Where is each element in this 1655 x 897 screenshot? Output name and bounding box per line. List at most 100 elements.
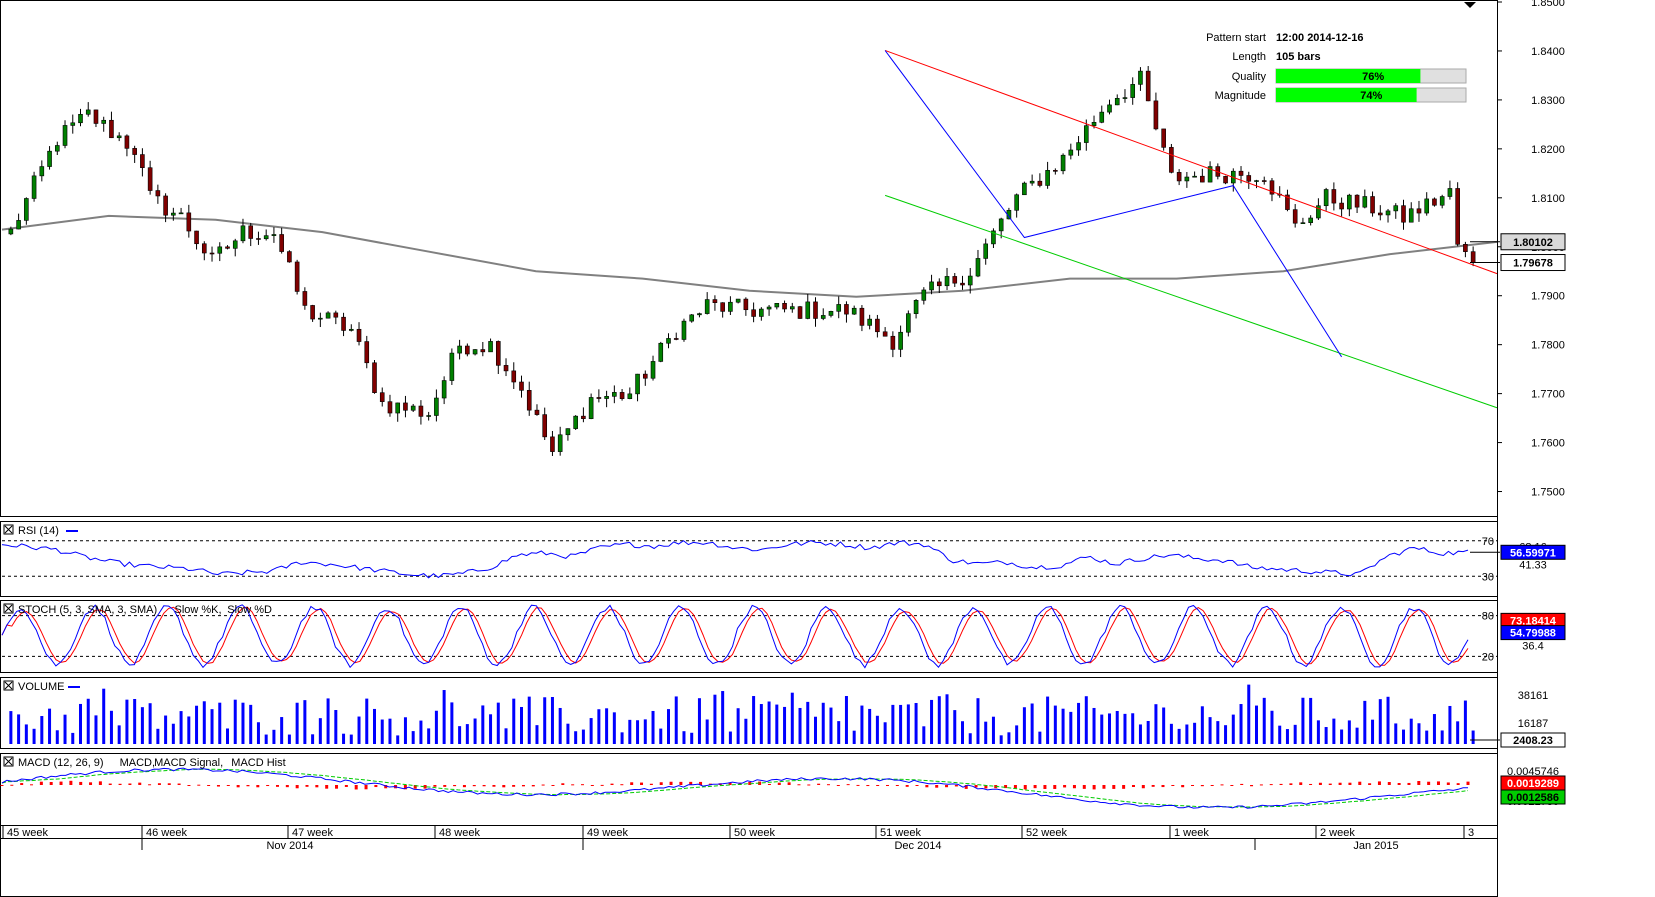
volume-bar <box>674 696 678 744</box>
volume-bar <box>790 692 794 744</box>
volume-bar <box>1456 721 1460 744</box>
candle-bull <box>16 220 21 230</box>
volume-bar <box>1022 707 1026 744</box>
candle-bull <box>457 345 462 354</box>
macd-hist-bar <box>876 785 880 786</box>
candle-bull <box>1308 217 1313 223</box>
candle-bear <box>465 345 470 355</box>
macd-hist-bar <box>374 785 378 788</box>
info-bar-value: 74% <box>1360 90 1382 102</box>
macd-hist-bar <box>1427 781 1431 785</box>
volume-bar <box>860 705 864 744</box>
candle-bear <box>1169 147 1174 173</box>
candle-bear <box>201 243 207 254</box>
macd-hist-bar <box>1004 785 1008 789</box>
candle-bear <box>797 306 803 319</box>
candle-bull <box>604 396 609 399</box>
volume-bar <box>1262 697 1266 744</box>
candle-bull <box>1362 196 1368 208</box>
macd-hist-bar <box>1417 781 1421 785</box>
candle-bull <box>565 428 571 436</box>
candle-bull <box>434 397 439 416</box>
price-tick-label: 1.7800 <box>1531 340 1565 352</box>
volume-axis-max: 38161 <box>1518 690 1549 702</box>
candle-bear <box>1145 70 1151 102</box>
pattern-zigzag <box>884 50 1343 358</box>
volume-bar <box>1386 696 1390 744</box>
candle-bull <box>1347 194 1352 210</box>
candle-bear <box>844 304 849 315</box>
volume-bar <box>713 694 717 744</box>
volume-bar <box>945 694 949 744</box>
candle-bear <box>1370 196 1375 214</box>
macd-hist-bar <box>571 784 575 786</box>
macd-hist-bar <box>335 785 339 789</box>
stoch-d-value: 54.79988 <box>1510 628 1556 640</box>
macd-hist-bar <box>246 785 250 787</box>
macd-hist-bar <box>0 785 4 786</box>
macd-hist-bar <box>266 785 270 787</box>
volume-bar <box>349 734 353 744</box>
volume-bar <box>852 730 856 744</box>
macd-hist-bar <box>1466 781 1470 785</box>
week-label: 49 week <box>587 827 628 839</box>
candle-bear <box>1285 194 1290 210</box>
volume-bar <box>233 699 237 744</box>
price-tick-label: 1.7600 <box>1531 438 1565 450</box>
macd-hist-bar <box>935 785 939 788</box>
volume-bar <box>806 701 810 744</box>
volume-bar <box>999 735 1003 744</box>
rsi-axis-min: 41.33 <box>1519 559 1547 571</box>
candle-bear <box>642 373 648 379</box>
candle-bear <box>333 312 339 318</box>
macd-hist-bar <box>492 785 496 787</box>
macd-hist-bar <box>590 785 594 786</box>
volume-bar <box>303 700 307 744</box>
volume-bar <box>1270 710 1274 744</box>
macd-hist-bar <box>20 783 24 785</box>
volume-bar <box>1417 723 1421 744</box>
volume-bar <box>32 728 36 744</box>
volume-bar <box>427 728 431 744</box>
stoch-k-line <box>1 604 1469 669</box>
volume-bar <box>891 704 895 744</box>
candle-bear <box>782 303 787 310</box>
candle-bull <box>635 373 640 395</box>
candle-bear <box>1261 180 1267 182</box>
volume-bar <box>1154 704 1158 744</box>
price-tick-label: 1.7900 <box>1531 291 1565 303</box>
macd-hist-bar <box>610 783 614 785</box>
macd-hist-bar <box>157 783 161 785</box>
macd-hist-bar <box>49 781 53 785</box>
candle-bull <box>774 303 780 308</box>
volume-bar <box>543 697 547 744</box>
candle-bear <box>1463 244 1468 252</box>
volume-bar <box>837 721 841 744</box>
volume-bar <box>1030 703 1034 744</box>
volume-bar <box>597 709 601 744</box>
macd-hist-bar <box>443 785 447 787</box>
rsi-current-value: 56.59971 <box>1510 547 1556 559</box>
week-label: 2 week <box>1320 827 1355 839</box>
macd-hist-bar <box>226 785 230 786</box>
volume-bar <box>40 716 44 744</box>
candle-bull <box>116 135 122 139</box>
info-bar-value: 76% <box>1362 71 1384 83</box>
moving-average-line <box>1 214 1498 298</box>
volume-bar <box>744 718 748 744</box>
macd-title: MACD (12, 26, 9) <box>18 757 104 769</box>
macd-signal-line <box>1 768 1469 808</box>
volume-bar <box>1092 707 1096 744</box>
macd-hist-bar <box>886 784 890 786</box>
candle-bull <box>828 311 834 316</box>
macd-hist-bar <box>207 785 211 786</box>
macd-hist-bar <box>315 785 319 788</box>
volume-title: VOLUME <box>18 681 64 693</box>
candle-bull <box>573 415 578 429</box>
macd-hist-bar <box>1161 785 1165 788</box>
volume-bar <box>1340 729 1344 744</box>
candle-bull <box>658 342 664 362</box>
candle-bull <box>54 145 60 152</box>
volume-bar <box>875 715 879 744</box>
